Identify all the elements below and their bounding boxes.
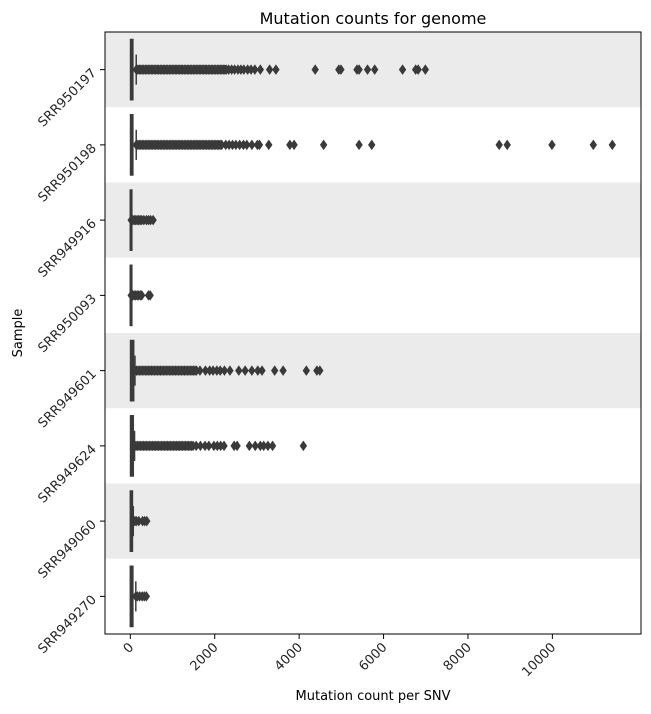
boxplot-SRR950198 <box>129 114 616 176</box>
boxplot-SRR949916 <box>127 189 157 251</box>
outlier-point <box>608 139 616 151</box>
outlier-point <box>311 64 319 75</box>
x-tick-label: 10000 <box>519 640 559 680</box>
outlier-point <box>265 64 274 75</box>
outlier-point <box>251 440 259 452</box>
row-band <box>105 558 641 634</box>
y-axis: SRR950197 SRR950198 SRR949916 SRR950093 SRR9… <box>36 66 105 657</box>
boxplot-SRR949601 <box>129 339 324 402</box>
outlier-point <box>371 64 379 75</box>
row-band <box>105 182 641 258</box>
outlier-point <box>363 64 372 75</box>
boxplot-SRR950093 <box>127 264 154 327</box>
boxplot-SRR950197 <box>129 38 430 101</box>
boxplots <box>127 38 616 628</box>
outlier-point <box>548 139 556 151</box>
outlier-point <box>421 64 430 75</box>
outlier-point <box>235 365 243 376</box>
x-tick-label: 6000 <box>356 640 390 674</box>
outlier-point <box>299 440 308 452</box>
plot-frame <box>104 31 642 635</box>
outlier-point <box>146 290 154 301</box>
x-tick-label: 2000 <box>188 640 222 674</box>
outlier-point <box>205 440 213 452</box>
outlier-point <box>220 365 229 376</box>
row-band <box>105 257 641 333</box>
outlier-point <box>258 365 266 376</box>
row-band <box>105 483 641 559</box>
outlier-point <box>302 365 311 376</box>
y-tick-label: SRR949601 <box>36 367 100 431</box>
y-tick-label: SRR949624 <box>36 442 100 506</box>
y-axis-label: Sample <box>11 309 26 358</box>
outlier-point <box>251 64 259 75</box>
x-axis: 0 2000 4000 6000 8000 10000 <box>121 634 559 680</box>
boxplot-SRR949270 <box>129 565 151 628</box>
boxplot-SRR949060 <box>129 490 151 552</box>
chart-title: Mutation counts for genome <box>260 9 487 28</box>
outlier-point <box>290 139 298 151</box>
outlier-point <box>495 139 503 151</box>
outlier-point <box>279 365 287 376</box>
outlier-point <box>248 139 256 151</box>
outlier-point <box>414 64 422 75</box>
y-tick-label: SRR950198 <box>36 141 100 205</box>
outlier-point <box>220 440 228 452</box>
y-tick-label: SRR949060 <box>36 517 100 581</box>
outlier-point <box>589 139 597 151</box>
x-tick-label: 0 <box>121 640 137 656</box>
x-axis-label: Mutation count per SNV <box>296 689 451 704</box>
outlier-point <box>270 365 279 376</box>
outlier-point <box>319 139 328 151</box>
outlier-point <box>265 139 273 151</box>
outlier-point <box>255 139 264 151</box>
outlier-point <box>355 139 363 151</box>
outlier-point <box>368 139 376 151</box>
outlier-point <box>272 64 280 75</box>
outlier-point <box>149 214 157 226</box>
outlier-point <box>142 591 151 602</box>
outlier-point <box>243 139 251 151</box>
y-tick-label: SRR950197 <box>36 66 100 130</box>
outlier-point <box>503 139 511 151</box>
outlier-point <box>233 440 241 452</box>
outlier-point <box>355 64 363 75</box>
x-tick-label: 8000 <box>441 640 475 674</box>
outlier-point <box>241 365 249 376</box>
outlier-point <box>337 64 345 75</box>
outlier-point <box>248 365 256 376</box>
plot-border <box>104 31 642 635</box>
row-bands <box>105 32 641 634</box>
y-tick-label: SRR949916 <box>36 216 100 280</box>
boxplot-SRR949624 <box>129 415 308 477</box>
outlier-point <box>245 440 254 452</box>
outlier-point <box>226 365 234 376</box>
x-tick-label: 4000 <box>272 640 306 674</box>
outlier-point <box>398 64 407 75</box>
outlier-point <box>138 290 146 301</box>
y-tick-label: SRR949270 <box>36 593 100 657</box>
outlier-point <box>268 440 277 452</box>
outlier-point <box>143 515 151 527</box>
outlier-point <box>256 64 265 75</box>
outlier-point <box>316 365 324 376</box>
outlier-point <box>196 365 204 376</box>
y-tick-label: SRR950093 <box>36 292 100 356</box>
